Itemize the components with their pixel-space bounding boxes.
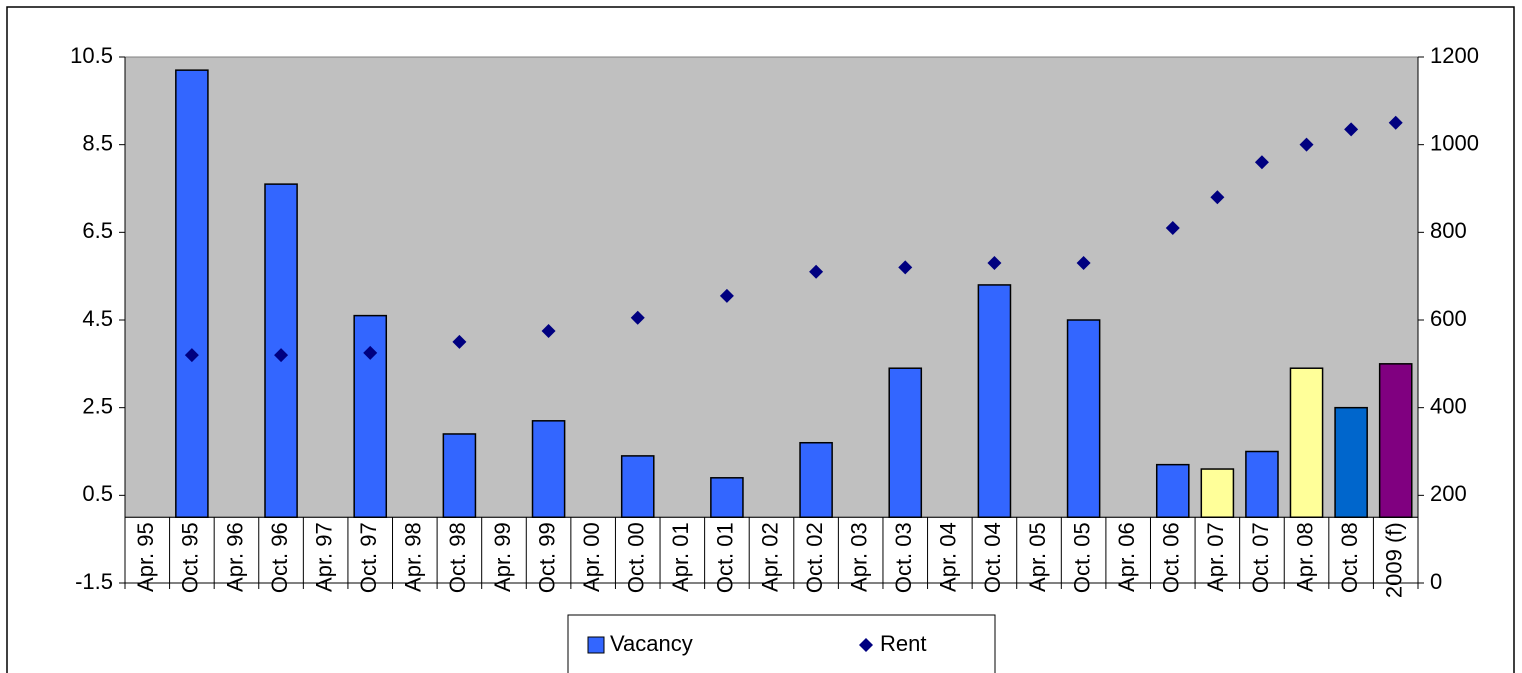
bar	[1378, 363, 1413, 519]
bar	[977, 284, 1012, 518]
rent-marker	[987, 256, 1002, 271]
y2-tick-label: 400	[1430, 393, 1467, 418]
rent-marker	[1344, 122, 1359, 137]
x-tick-label: Apr. 00	[579, 522, 604, 592]
bar	[710, 477, 744, 518]
rent-marker	[1076, 256, 1091, 271]
bar	[620, 455, 655, 518]
y2-tick-label: 800	[1430, 218, 1467, 243]
x-tick-label: Apr. 97	[311, 522, 336, 592]
x-tick-label: Oct. 07	[1248, 522, 1273, 593]
rent-marker	[1299, 137, 1314, 152]
x-tick-label: Apr. 03	[846, 522, 871, 592]
x-tick-label: Oct. 97	[356, 522, 381, 593]
legend-label: Vacancy	[610, 631, 693, 656]
bar	[353, 314, 388, 518]
rent-marker	[630, 310, 645, 325]
bar	[175, 69, 209, 519]
y2-tick-label: 1200	[1430, 43, 1479, 68]
chart-border	[6, 6, 1515, 673]
rent-marker	[898, 260, 913, 275]
x-tick-label: Apr. 06	[1114, 522, 1139, 592]
bar	[442, 433, 477, 519]
legend-box	[567, 614, 996, 673]
rent-marker	[1210, 190, 1225, 205]
y2-tick-label: 600	[1430, 306, 1467, 331]
rent-marker	[1388, 115, 1403, 130]
x-tick-label: Apr. 96	[222, 522, 247, 592]
x-tick-label: Oct. 96	[267, 522, 292, 593]
rent-marker	[719, 288, 734, 303]
x-tick-label: Oct. 99	[534, 522, 559, 593]
x-tick-label: Oct. 98	[445, 522, 470, 593]
rent-marker	[184, 348, 199, 363]
bar	[799, 441, 833, 519]
x-tick-label: Apr. 02	[757, 522, 782, 592]
rent-marker	[363, 345, 378, 360]
x-tick-label: Apr. 01	[668, 522, 693, 592]
x-tick-label: Oct. 08	[1337, 522, 1362, 593]
x-tick-label: Oct. 04	[980, 522, 1005, 593]
x-tick-label: Apr. 95	[133, 522, 158, 592]
legend-label: Rent	[880, 631, 926, 656]
bar	[531, 420, 566, 519]
x-tick-label: Oct. 05	[1069, 522, 1094, 593]
rent-marker	[541, 323, 556, 338]
bar	[888, 367, 923, 519]
y-tick-label: 2.5	[82, 393, 113, 418]
x-tick-label: Apr. 04	[936, 522, 961, 592]
x-tick-label: Oct. 01	[713, 522, 738, 593]
y-tick-label: 8.5	[82, 130, 113, 155]
y-tick-label: 6.5	[82, 218, 113, 243]
rent-marker	[452, 334, 467, 349]
x-tick-label: Apr. 08	[1292, 522, 1317, 592]
y-tick-label: 0.5	[82, 481, 113, 506]
bar	[1334, 406, 1368, 518]
x-tick-label: Oct. 00	[624, 522, 649, 593]
x-tick-label: Apr. 05	[1025, 522, 1050, 592]
rent-marker	[274, 348, 289, 363]
x-tick-label: Oct. 02	[802, 522, 827, 593]
y2-tick-label: 200	[1430, 481, 1467, 506]
bar	[1066, 319, 1101, 518]
x-tick-label: Oct. 95	[178, 522, 203, 593]
x-tick-label: 2009 (f)	[1382, 522, 1407, 598]
y2-tick-label: 1000	[1430, 130, 1479, 155]
y2-tick-label: 0	[1430, 569, 1442, 594]
bar	[1200, 468, 1235, 518]
y-tick-label: 10.5	[70, 43, 113, 68]
rent-marker	[809, 264, 824, 279]
legend-swatch	[859, 638, 873, 652]
legend-swatch	[587, 636, 605, 654]
x-tick-label: Apr. 98	[401, 522, 426, 592]
y-tick-label: -1.5	[75, 569, 113, 594]
bar	[1155, 463, 1190, 518]
rent-marker	[1254, 155, 1269, 170]
bar	[1245, 450, 1279, 518]
x-tick-label: Apr. 07	[1203, 522, 1228, 592]
rent-marker	[1165, 220, 1180, 235]
x-tick-label: Oct. 06	[1159, 522, 1184, 593]
x-tick-label: Apr. 99	[490, 522, 515, 592]
bar	[1289, 367, 1324, 519]
y-tick-label: 4.5	[82, 306, 113, 331]
plot-area	[124, 56, 1419, 518]
x-tick-label: Oct. 03	[891, 522, 916, 593]
